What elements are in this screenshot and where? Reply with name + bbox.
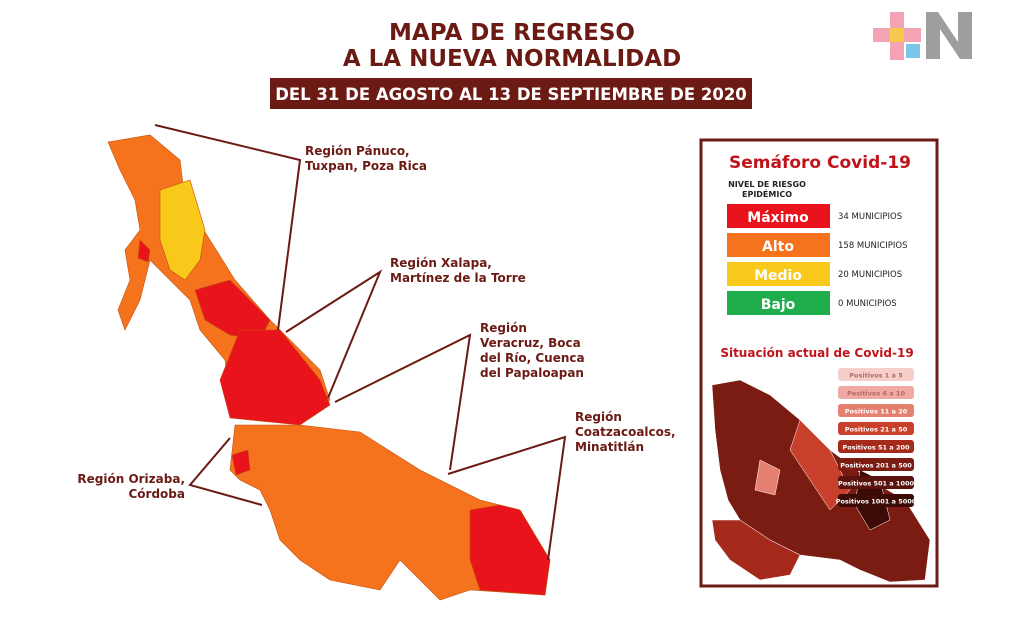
legend-swatch bbox=[838, 368, 914, 381]
title: MAPA DE REGRESO bbox=[389, 20, 635, 46]
legend-label: Positivos 1001 a 5000 bbox=[836, 498, 917, 506]
region-label: Minatitlán bbox=[575, 440, 644, 454]
level-label: Alto bbox=[762, 239, 794, 255]
legend-swatch bbox=[838, 476, 914, 489]
level-count: 0 MUNICIPIOS bbox=[838, 299, 897, 309]
region-label: Martínez de la Torre bbox=[390, 271, 526, 285]
region-label: del Río, Cuenca bbox=[480, 351, 585, 365]
situacion-title: Situación actual de Covid-19 bbox=[720, 346, 913, 360]
region-label: Coatzacoalcos, bbox=[575, 425, 676, 439]
legend-swatch bbox=[838, 422, 914, 435]
legend-swatch bbox=[838, 440, 914, 453]
level-label: Máximo bbox=[747, 210, 809, 226]
legend-label: Positivos 1 a 5 bbox=[849, 372, 903, 380]
region-label: del Papaloapan bbox=[480, 366, 584, 380]
region-label: Región bbox=[480, 321, 527, 335]
title: A LA NUEVA NORMALIDAD bbox=[343, 46, 681, 72]
level-swatch bbox=[727, 291, 830, 315]
semaforo-title: Semáforo Covid-19 bbox=[729, 153, 911, 173]
region-label: Región bbox=[575, 410, 622, 424]
legend-swatch bbox=[838, 494, 914, 507]
legend-swatch bbox=[838, 386, 914, 399]
legend-label: Positivos 201 a 500 bbox=[840, 462, 912, 470]
level-count: 34 MUNICIPIOS bbox=[838, 212, 902, 222]
semaforo-legend: Máximo 34 MUNICIPIOS Alto 158 MUNICIPIOS Med… bbox=[727, 204, 908, 315]
region-label: Tuxpan, Poza Rica bbox=[305, 159, 427, 173]
situacion-legend: Positivos 1 a 5 Positivos 6 a 10 Positivos… bbox=[836, 368, 917, 507]
level-label: Medio bbox=[754, 268, 802, 284]
level-swatch bbox=[727, 262, 830, 286]
legend-label: Positivos 501 a 1000 bbox=[838, 480, 915, 488]
legend-label: Positivos 6 a 10 bbox=[847, 390, 905, 398]
level-label: Bajo bbox=[761, 297, 796, 313]
level-swatch bbox=[727, 233, 830, 257]
logo bbox=[873, 12, 972, 60]
leader-lines bbox=[154, 124, 567, 561]
region-label: Región Pánuco, bbox=[305, 144, 410, 158]
legend-swatch bbox=[838, 458, 914, 471]
legend-label: Positivos 11 a 20 bbox=[845, 408, 908, 416]
level-count: 158 MUNICIPIOS bbox=[838, 241, 908, 251]
semaforo-subtitle: EPIDÉMICO bbox=[742, 188, 792, 199]
region-label: Córdoba bbox=[129, 487, 186, 501]
region-labels: Región Pánuco,Tuxpan, Poza Rica Región Xa… bbox=[77, 144, 675, 501]
region-label: Región Orizaba, bbox=[77, 472, 185, 486]
region-label: Veracruz, Boca bbox=[480, 336, 581, 350]
level-count: 20 MUNICIPIOS bbox=[838, 270, 902, 280]
veracruz-map bbox=[107, 134, 551, 601]
date-banner bbox=[270, 78, 752, 109]
level-swatch bbox=[727, 204, 830, 228]
legend-label: Positivos 21 a 50 bbox=[845, 426, 908, 434]
semaforo-subtitle: NIVEL DE RIESGO bbox=[728, 180, 806, 189]
legend-swatch bbox=[838, 404, 914, 417]
legend-label: Positivos 51 a 200 bbox=[842, 444, 909, 452]
region-label: Región Xalapa, bbox=[390, 256, 492, 270]
date: DEL 31 DE AGOSTO AL 13 DE SEPTIEMBRE DE … bbox=[275, 85, 747, 104]
